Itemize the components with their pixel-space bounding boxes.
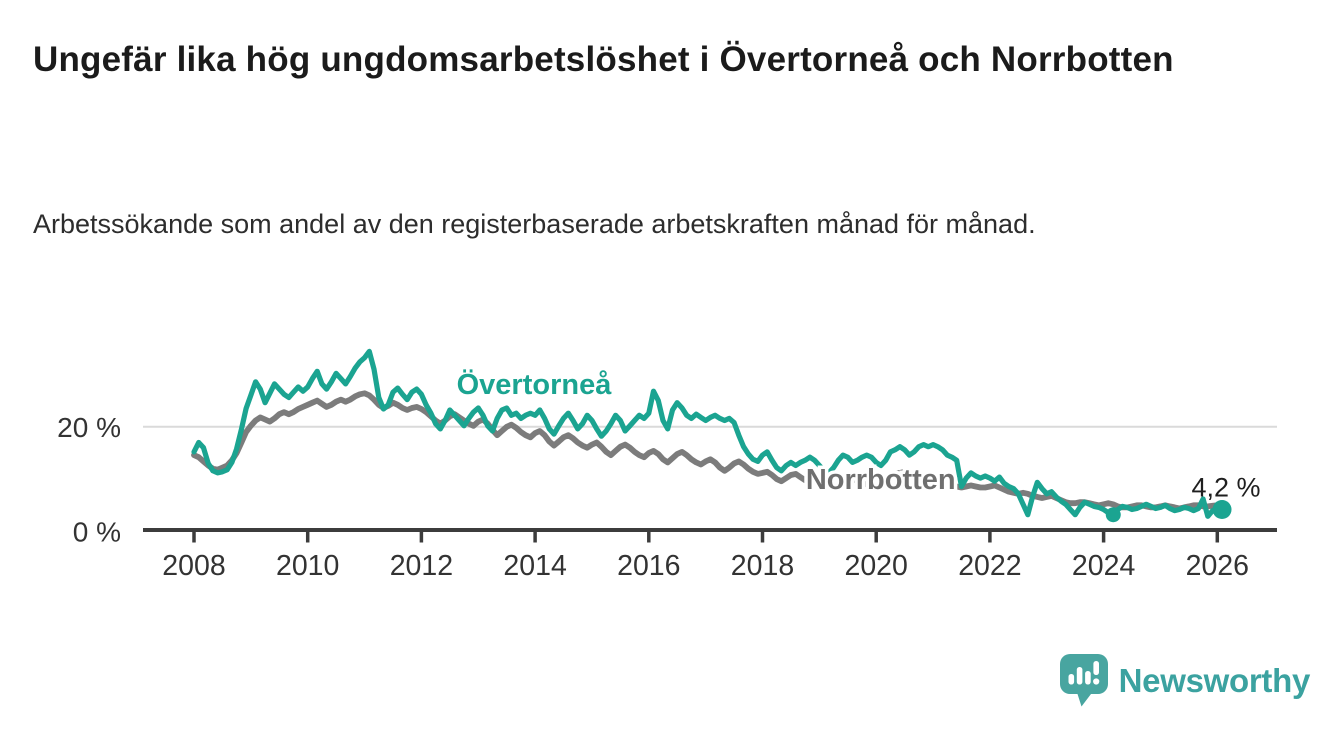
x-axis-label-2022: 2022 [958,550,1021,582]
x-axis-label-2026: 2026 [1186,550,1249,582]
newsworthy-logo-icon [1059,654,1108,707]
y-axis-label-20: 20 % [57,412,121,443]
marker-low-point [1105,507,1121,523]
series-label-norrbotten: Norrbotten [806,464,956,496]
chart-title: Ungefär lika hög ungdomsarbetslöshet i Ö… [33,40,1174,79]
x-axis-label-2008: 2008 [162,550,225,582]
x-axis-label-2020: 2020 [844,550,907,582]
x-axis-label-2014: 2014 [503,550,567,582]
series-line-overtornea [191,348,1225,519]
newsworthy-wordmark: Newsworthy [1118,661,1311,699]
marker-latest-point [1212,500,1232,520]
chart-subtitle: Arbetssökande som andel av den registerb… [33,209,1036,239]
x-axis-label-2016: 2016 [617,550,680,582]
x-axis-label-2010: 2010 [276,550,339,582]
x-axis-label-2012: 2012 [390,550,453,582]
y-axis-label-0: 0 % [73,517,121,548]
newsworthy-logo: Newsworthy [1059,654,1311,707]
x-axis-label-2018: 2018 [731,550,794,582]
series-line-norrbotten [191,390,1225,512]
x-axis-label-2024: 2024 [1072,550,1136,582]
series-label-overtornea: Övertorneå [457,368,613,401]
end-value-label: 4,2 % [1191,473,1260,503]
